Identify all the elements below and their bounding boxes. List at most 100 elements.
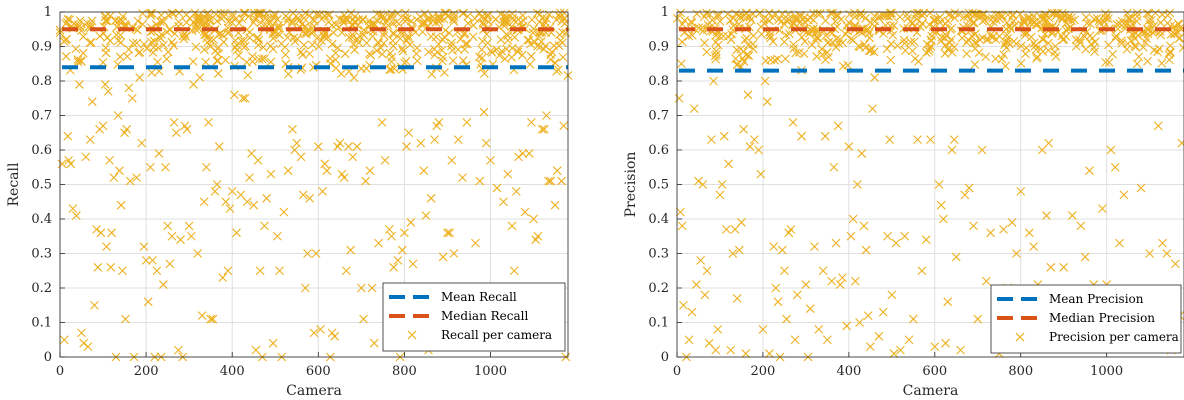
recall-point [96, 228, 106, 238]
precision-point [882, 44, 892, 54]
recall-point [330, 331, 340, 341]
recall-point [212, 180, 222, 189]
recall-point [483, 38, 493, 48]
precision-point [964, 183, 974, 193]
recall-point [199, 197, 209, 207]
recall-point [305, 10, 315, 20]
precision-point [722, 224, 731, 234]
recall-point [106, 262, 116, 272]
precision-point [1132, 59, 1142, 69]
recall-point [513, 15, 523, 24]
recall-point [205, 15, 215, 25]
precision-point [1007, 218, 1017, 227]
recall-point [333, 43, 343, 53]
precision-point [832, 34, 842, 44]
precision-point [1063, 24, 1073, 34]
recall-point [479, 107, 489, 117]
recall-point [526, 39, 535, 49]
recall-point [212, 56, 222, 66]
precision-point [846, 231, 856, 241]
recall-y-tick-label: 0.2 [31, 281, 52, 296]
precision-point [939, 214, 948, 224]
precision-point [1016, 41, 1026, 51]
recall-point [78, 32, 88, 41]
recall-point [115, 166, 124, 176]
recall-point [109, 173, 119, 182]
recall-point [517, 50, 527, 60]
precision-point [1070, 15, 1079, 25]
recall-point [260, 54, 269, 63]
precision-point [674, 93, 684, 103]
recall-point [463, 12, 473, 21]
recall-point [544, 176, 554, 186]
recall-point [100, 80, 110, 89]
precision-point [1121, 17, 1130, 27]
recall-point [554, 10, 563, 20]
precision-point [756, 169, 766, 179]
precision-point [761, 56, 771, 66]
recall-point [184, 221, 194, 231]
recall-point [125, 176, 135, 186]
recall-point [163, 221, 173, 231]
precision-point [935, 12, 945, 22]
precision-point [947, 145, 957, 155]
precision-point [959, 12, 969, 22]
precision-point [861, 14, 870, 23]
precision-point [1112, 19, 1122, 29]
recall-point [113, 111, 123, 120]
precision-point [855, 42, 865, 52]
precision-y-tick-label: 0.4 [648, 212, 669, 227]
recall-point [154, 149, 164, 158]
precision-point [828, 8, 837, 18]
precision-point [733, 59, 742, 69]
recall-point [284, 69, 293, 79]
recall-point [244, 11, 254, 21]
recall-point [474, 52, 484, 62]
recall-point [481, 138, 491, 148]
precision-point [739, 57, 749, 67]
recall-point [523, 35, 533, 45]
recall-point [317, 14, 327, 24]
recall-point [133, 25, 142, 35]
recall-point [347, 30, 357, 39]
recall-point [247, 149, 256, 158]
recall-point [499, 197, 508, 207]
precision-point [1090, 47, 1100, 56]
recall-point [529, 214, 538, 224]
recall-point [121, 314, 130, 324]
precision-point [940, 49, 950, 58]
precision-chart-panel: 0 200 400 600 800 1000 0 0.1 0.2 0.3 0.4 0.5 0.6 0.7 0… [592, 0, 1184, 400]
precision-point [1122, 44, 1132, 54]
precision-point [762, 97, 772, 107]
precision-point [827, 276, 837, 286]
precision-point [1142, 34, 1152, 44]
recall-x-tick-label: 600 [306, 364, 331, 379]
recall-point [501, 13, 511, 23]
precision-point [988, 17, 998, 27]
precision-y-tick-label: 0.9 [648, 40, 669, 55]
recall-point [495, 50, 504, 60]
recall-point [431, 18, 441, 27]
precision-point [1089, 14, 1099, 24]
precision-point [914, 57, 923, 66]
precision-point [1142, 8, 1152, 18]
precision-point [1175, 33, 1184, 43]
precision-point [801, 280, 811, 289]
recall-legend-label: Median Recall [441, 309, 528, 323]
recall-point [71, 211, 81, 220]
recall-point [438, 52, 448, 62]
recall-point [189, 80, 198, 89]
recall-point [195, 73, 205, 82]
recall-point [424, 47, 433, 57]
precision-point [773, 54, 783, 64]
precision-point [1030, 41, 1040, 51]
recall-point [186, 231, 196, 241]
precision-point [676, 8, 685, 18]
recall-point [352, 142, 362, 151]
recall-point [546, 176, 556, 186]
recall-point [385, 65, 395, 75]
precision-legend-swatch [1015, 332, 1025, 342]
precision-point [764, 349, 774, 358]
recall-x-axis-label: Camera [286, 383, 342, 399]
precision-point [1154, 44, 1164, 54]
